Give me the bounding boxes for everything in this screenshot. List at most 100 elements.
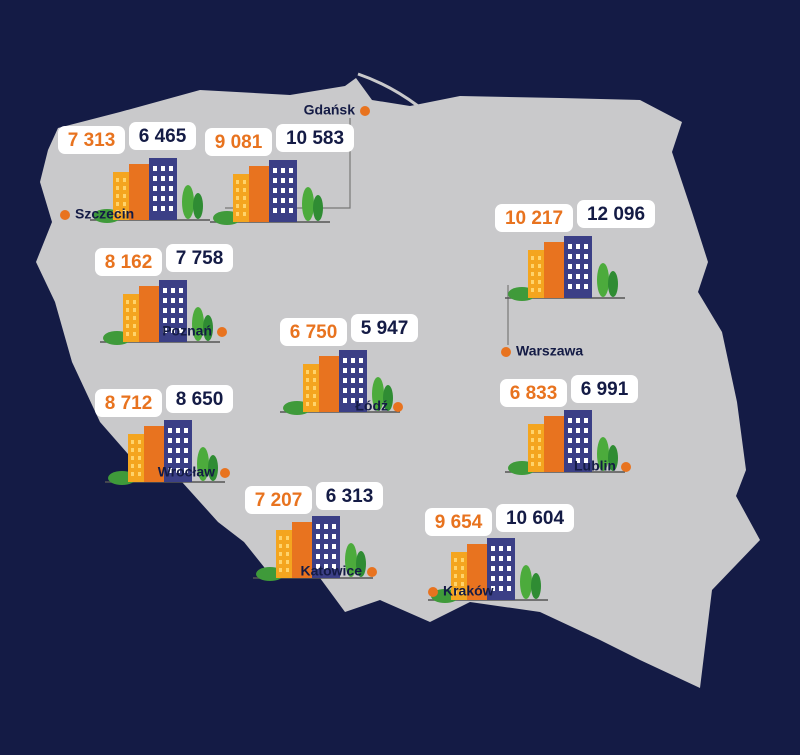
window xyxy=(243,188,246,192)
city-name: Łódź xyxy=(355,398,388,414)
price-box xyxy=(166,385,233,413)
window xyxy=(461,582,464,586)
window xyxy=(359,388,363,393)
city-dot xyxy=(360,106,370,116)
window xyxy=(168,448,172,453)
window xyxy=(289,188,293,193)
window xyxy=(584,244,588,249)
window xyxy=(176,458,180,463)
building-orange xyxy=(129,164,149,220)
window xyxy=(179,288,183,293)
window xyxy=(531,264,534,268)
price-box xyxy=(276,124,354,152)
city-group: 6 750 5 947 Łódź xyxy=(280,314,418,415)
window xyxy=(169,166,173,171)
window xyxy=(306,370,309,374)
window xyxy=(116,210,119,214)
building-orange xyxy=(467,544,487,600)
window xyxy=(169,186,173,191)
window xyxy=(332,554,336,559)
window xyxy=(236,212,239,216)
price-box xyxy=(95,248,162,276)
window xyxy=(531,280,534,284)
window xyxy=(289,198,293,203)
window xyxy=(538,430,541,434)
window xyxy=(281,178,285,183)
city-dot xyxy=(60,210,70,220)
building-yellow xyxy=(113,172,131,220)
window xyxy=(123,210,126,214)
window xyxy=(138,448,141,452)
window xyxy=(568,244,572,249)
window xyxy=(163,288,167,293)
window xyxy=(538,256,541,260)
building-orange xyxy=(292,522,312,578)
tree xyxy=(372,377,384,411)
window xyxy=(286,536,289,540)
window xyxy=(531,454,534,458)
window xyxy=(168,428,172,433)
price-box xyxy=(571,375,638,403)
window xyxy=(161,166,165,171)
tree xyxy=(597,263,609,297)
building-orange xyxy=(144,426,164,482)
price-box xyxy=(351,314,418,342)
window xyxy=(236,204,239,208)
city-dot xyxy=(367,567,377,577)
window xyxy=(576,244,580,249)
window xyxy=(576,418,580,423)
building-yellow xyxy=(123,294,141,342)
window xyxy=(499,556,503,561)
window xyxy=(273,208,277,213)
price-box xyxy=(245,486,312,514)
window xyxy=(576,264,580,269)
window xyxy=(161,196,165,201)
window xyxy=(116,186,119,190)
price-value: 7 758 xyxy=(176,248,224,269)
building-yellow xyxy=(528,424,546,472)
window xyxy=(531,446,534,450)
window xyxy=(184,468,188,473)
window xyxy=(343,398,347,403)
window xyxy=(343,388,347,393)
tree xyxy=(531,573,541,599)
window xyxy=(359,358,363,363)
price-box xyxy=(280,318,347,346)
window xyxy=(316,554,320,559)
window xyxy=(184,458,188,463)
window xyxy=(306,394,309,398)
building-orange xyxy=(544,242,564,298)
window xyxy=(163,308,167,313)
window xyxy=(273,188,277,193)
window xyxy=(289,178,293,183)
price-value: 6 991 xyxy=(581,379,629,400)
city-name: Gdańsk xyxy=(304,102,356,118)
window xyxy=(584,284,588,289)
window xyxy=(281,208,285,213)
city-group: 6 833 6 991 Lublin xyxy=(500,375,638,475)
window xyxy=(171,298,175,303)
price-box xyxy=(205,128,272,156)
window xyxy=(279,544,282,548)
window xyxy=(316,544,320,549)
tree xyxy=(208,455,218,481)
window xyxy=(171,308,175,313)
price-value: 5 947 xyxy=(361,318,409,339)
price-value: 9 654 xyxy=(435,512,483,533)
window xyxy=(461,566,464,570)
window xyxy=(499,576,503,581)
window xyxy=(454,582,457,586)
window xyxy=(123,202,126,206)
window xyxy=(138,472,141,476)
window xyxy=(306,378,309,382)
window xyxy=(491,576,495,581)
window xyxy=(153,206,157,211)
window xyxy=(236,188,239,192)
window xyxy=(243,212,246,216)
window xyxy=(126,332,129,336)
window xyxy=(531,272,534,276)
price-box xyxy=(316,482,383,510)
window xyxy=(281,168,285,173)
price-value: 6 313 xyxy=(326,486,374,507)
window xyxy=(126,300,129,304)
